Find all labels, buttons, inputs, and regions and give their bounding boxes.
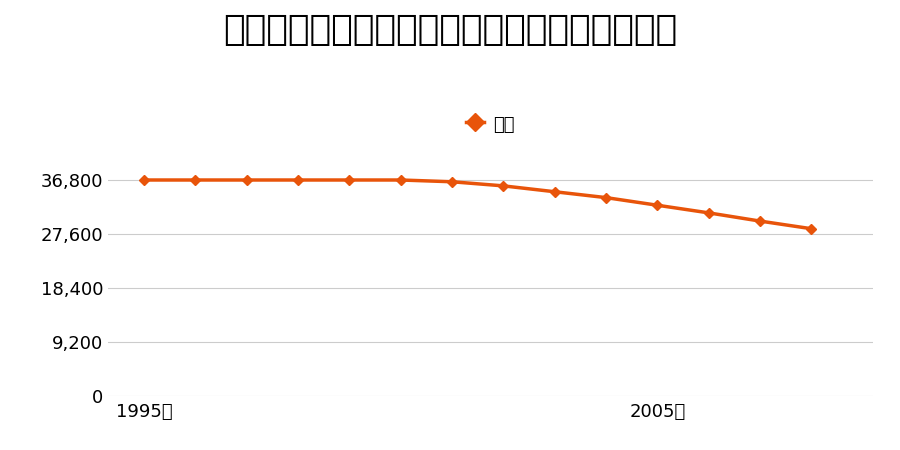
価格: [241, 177, 252, 183]
価格: [446, 179, 457, 184]
価格: [652, 202, 662, 208]
価格: [754, 218, 765, 224]
価格: [139, 177, 149, 183]
価格: [190, 177, 201, 183]
価格: [344, 177, 355, 183]
価格: [600, 195, 611, 200]
Text: 北海道釧路市文苑４丁目１４番１８の地価推移: 北海道釧路市文苑４丁目１４番１８の地価推移: [223, 14, 677, 48]
Legend: 価格: 価格: [459, 108, 522, 141]
価格: [549, 189, 560, 194]
価格: [498, 183, 508, 189]
Line: 価格: 価格: [140, 176, 814, 232]
価格: [395, 177, 406, 183]
価格: [703, 210, 714, 216]
価格: [806, 226, 817, 231]
価格: [292, 177, 303, 183]
